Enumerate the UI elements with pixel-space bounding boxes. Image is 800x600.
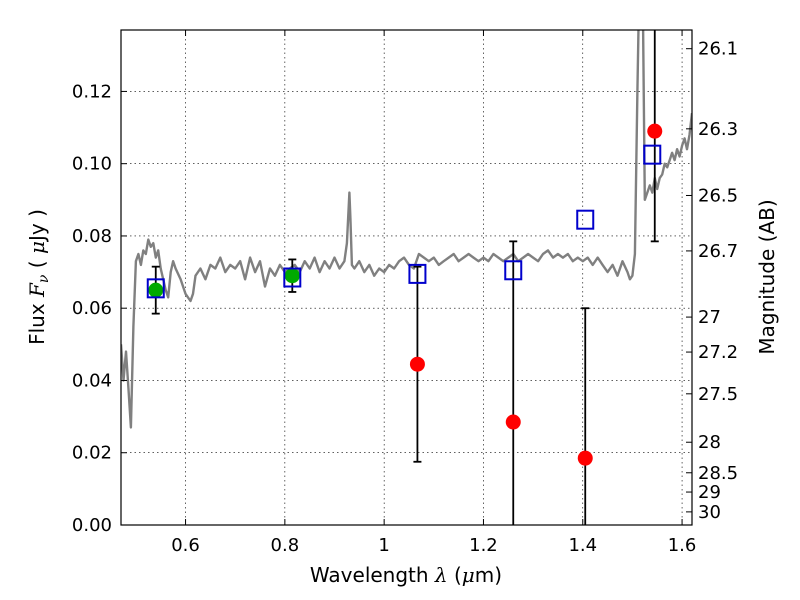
data-point (148, 282, 164, 298)
y-tick-label: 0.06 (72, 298, 112, 319)
magnitude-tick-label: 29 (698, 482, 721, 503)
model-photometry-square (146, 278, 165, 299)
y-tick-label: 0.02 (72, 443, 112, 464)
x-axis-label: Wavelength λ (μm) (310, 563, 502, 587)
magnitude-tick-label: 28.5 (698, 463, 738, 484)
data-point (505, 414, 521, 430)
plot-frame (120, 29, 693, 526)
y-tick-label: 0.00 (72, 515, 112, 536)
magnitude-tick-label: 26.5 (698, 185, 738, 206)
magnitude-tick-label: 30 (698, 502, 721, 523)
magnitude-tick-label: 26.3 (698, 119, 738, 140)
magnitude-tick-label: 27.2 (698, 342, 738, 363)
y-tick-label: 0.04 (72, 370, 112, 391)
model-spectrum-line (121, 30, 692, 429)
data-point (577, 450, 593, 466)
data-point (409, 356, 425, 372)
model-photometry-square (408, 263, 427, 284)
magnitude-tick-label: 27 (698, 307, 721, 328)
x-tick-label: 1 (378, 535, 389, 556)
x-tick-label: 0.6 (171, 535, 200, 556)
data-point (284, 268, 300, 284)
magnitude-tick-label: 27.5 (698, 384, 738, 405)
y-axis-label: Flux Fν ( μJy ) (25, 209, 52, 345)
y-tick-label: 0.12 (72, 81, 112, 102)
x-tick-label: 1.6 (668, 535, 697, 556)
data-point (647, 123, 663, 139)
magnitude-tick-label: 26.7 (698, 241, 738, 262)
model-spectrum-group (121, 30, 692, 429)
model-photometry-square (504, 260, 523, 281)
magnitude-tick-label: 26.1 (698, 39, 738, 60)
magnitude-tick-label: 28 (698, 432, 721, 453)
model-photometry-square (283, 267, 302, 288)
x-tick-label: 1.4 (568, 535, 597, 556)
square-markers (146, 144, 662, 299)
y-tick-label: 0.08 (72, 226, 112, 247)
model-photometry-square (576, 209, 595, 230)
x-tick-label: 1.2 (469, 535, 498, 556)
x-tick-label: 0.8 (271, 535, 300, 556)
data-points-group (146, 30, 663, 525)
ticks: 0.6 0.8 1 1.2 1.4 1.6 0.00 0.02 0.04 0.06 0.08 0.10… (72, 30, 738, 556)
model-photometry-square (643, 144, 662, 165)
y-tick-label: 0.10 (72, 154, 112, 175)
circle-markers (148, 123, 663, 466)
y2-axis-label: Magnitude (AB) (755, 199, 779, 354)
